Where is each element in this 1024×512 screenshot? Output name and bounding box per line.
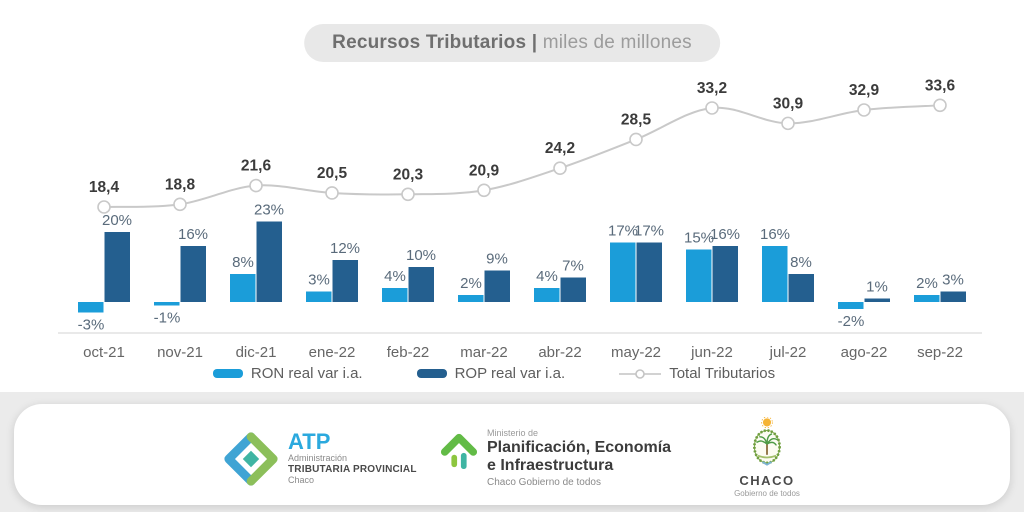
svg-text:32,9: 32,9 (849, 82, 880, 99)
chart-legend: RON real var i.a. ROP real var i.a. Tota… (0, 365, 1024, 382)
ministry-title1: Planificación, Economía (487, 439, 672, 456)
svg-text:mar-22: mar-22 (460, 344, 508, 361)
svg-text:may-22: may-22 (611, 344, 661, 361)
svg-text:3%: 3% (308, 272, 330, 289)
svg-text:10%: 10% (406, 247, 436, 264)
chaco-crest-icon (753, 417, 781, 466)
svg-text:-3%: -3% (78, 317, 105, 334)
svg-text:feb-22: feb-22 (387, 344, 430, 361)
svg-text:33,2: 33,2 (697, 80, 727, 97)
svg-text:2%: 2% (460, 275, 482, 292)
ministry-house-icon (440, 433, 478, 470)
ministry-logo: Ministerio de Planificación, Economía e … (440, 428, 671, 488)
svg-text:jun-22: jun-22 (690, 344, 733, 361)
svg-text:3%: 3% (942, 272, 964, 289)
svg-text:9%: 9% (486, 251, 508, 268)
svg-text:ago-22: ago-22 (841, 344, 888, 361)
svg-text:sep-22: sep-22 (917, 344, 963, 361)
chart-title-bold: Recursos Tributarios | (332, 32, 538, 53)
atp-line1: Administración (288, 453, 348, 464)
svg-text:23%: 23% (254, 202, 284, 219)
atp-logo: ATP Administración TRIBUTARIA PROVINCIAL… (222, 430, 417, 488)
svg-text:1%: 1% (866, 279, 888, 296)
svg-text:8%: 8% (232, 254, 254, 271)
ministry-text: Ministerio de Planificación, Economía e … (487, 428, 671, 488)
svg-text:30,9: 30,9 (773, 95, 804, 112)
svg-text:16%: 16% (760, 226, 790, 243)
svg-text:abr-22: abr-22 (538, 344, 581, 361)
atp-diamond-icon (224, 432, 278, 486)
chart-title-pill: Recursos Tributarios | miles de millones (304, 24, 720, 62)
svg-text:20,9: 20,9 (469, 162, 500, 179)
legend-item-rop: ROP real var i.a. (416, 365, 566, 382)
svg-text:12%: 12% (330, 240, 360, 257)
svg-text:4%: 4% (384, 268, 406, 285)
chart-title-light: miles de millones (542, 32, 692, 53)
svg-text:16%: 16% (710, 226, 740, 243)
svg-text:17%: 17% (634, 223, 664, 240)
svg-text:dic-21: dic-21 (236, 344, 277, 361)
legend-label-total: Total Tributarios (669, 365, 776, 382)
atp-line3: Chaco (288, 475, 315, 486)
legend-item-ron: RON real var i.a. (212, 365, 363, 382)
svg-text:24,2: 24,2 (545, 140, 575, 157)
svg-text:4%: 4% (536, 268, 558, 285)
svg-text:21,6: 21,6 (241, 158, 272, 175)
atp-acronym: ATP (288, 429, 331, 455)
legend-item-total: Total Tributarios (619, 365, 775, 382)
svg-text:28,5: 28,5 (621, 111, 652, 128)
atp-text: ATP Administración TRIBUTARIA PROVINCIAL… (288, 429, 417, 486)
ron-swatch-icon (212, 369, 243, 378)
svg-text:18,4: 18,4 (89, 179, 120, 196)
svg-text:2%: 2% (916, 275, 938, 292)
svg-text:15%: 15% (684, 230, 714, 247)
svg-text:33,6: 33,6 (925, 77, 956, 94)
ministry-overline: Ministerio de (487, 428, 539, 438)
svg-text:20,3: 20,3 (393, 166, 424, 183)
svg-text:jul-22: jul-22 (769, 344, 807, 361)
chart-area: Recursos Tributarios | miles de millones… (0, 24, 1024, 382)
ministry-subtitle: Chaco Gobierno de todos (487, 476, 601, 488)
svg-text:-1%: -1% (154, 310, 181, 327)
total-line-marker-icon (619, 368, 662, 379)
atp-line2: TRIBUTARIA PROVINCIAL (288, 463, 417, 475)
legend-label-rop: ROP real var i.a. (454, 365, 566, 382)
svg-text:16%: 16% (178, 226, 208, 243)
svg-text:nov-21: nov-21 (157, 344, 203, 361)
chart-plot: -3%20%oct-21-1%16%nov-218%23%dic-213%12%… (58, 77, 982, 361)
svg-text:-2%: -2% (838, 313, 865, 330)
chaco-subtitle: Gobierno de todos (734, 489, 800, 498)
svg-text:20%: 20% (102, 212, 132, 229)
svg-text:18,8: 18,8 (165, 176, 196, 193)
svg-text:ene-22: ene-22 (309, 344, 356, 361)
svg-text:20,5: 20,5 (317, 165, 348, 182)
svg-text:8%: 8% (790, 254, 812, 271)
legend-label-ron: RON real var i.a. (250, 365, 363, 382)
ministry-title2: e Infraestructura (487, 456, 614, 474)
svg-text:oct-21: oct-21 (83, 344, 125, 361)
chaco-logo: CHACO Gobierno de todos (715, 417, 819, 498)
svg-text:17%: 17% (608, 223, 638, 240)
svg-text:7%: 7% (562, 258, 584, 275)
chaco-name: CHACO (739, 473, 795, 488)
rop-swatch-icon (416, 369, 447, 378)
footer-card (14, 404, 1010, 505)
